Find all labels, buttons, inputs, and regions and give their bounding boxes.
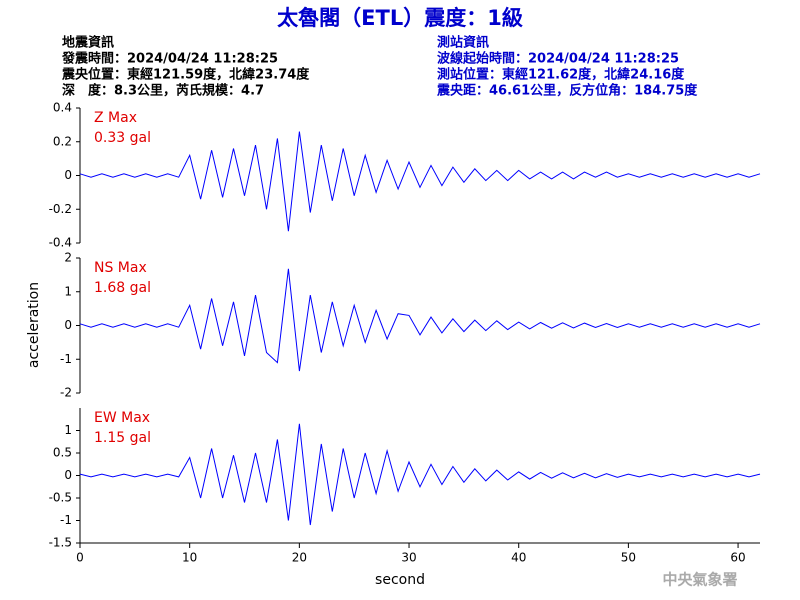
max-label: EW Max: [94, 410, 150, 426]
y-tick-label: 0: [64, 318, 72, 332]
info-right: 測站資訊: [437, 35, 489, 51]
y-tick-label: 0.2: [53, 134, 72, 148]
y-tick-label: 0: [64, 468, 72, 482]
y-tick-label: -1: [60, 352, 72, 366]
y-tick-label: 1: [64, 423, 72, 437]
waveform: [79, 423, 761, 526]
y-tick-label: -1.5: [49, 536, 72, 550]
watermark: 中央氣象署: [662, 571, 737, 589]
y-tick-label: 1: [64, 284, 72, 298]
info-left: 發震時間：2024/04/24 11:28:25: [61, 51, 278, 67]
info-right: 測站位置：東經121.62度，北緯24.16度: [437, 67, 685, 83]
y-axis-label: acceleration: [26, 282, 42, 368]
waveform: [79, 131, 761, 232]
y-tick-label: -1: [60, 513, 72, 527]
y-tick-label: -2: [60, 386, 72, 400]
y-tick-label: -0.5: [49, 491, 72, 505]
info-left: 地震資訊: [62, 35, 114, 51]
max-label: 1.68 gal: [94, 280, 151, 296]
x-axis-label: second: [375, 572, 425, 588]
waveform: [79, 268, 761, 372]
info-left: 深 度：8.3公里，芮氏規模：4.7: [62, 83, 264, 99]
max-label: 1.15 gal: [94, 430, 151, 446]
info-left: 震央位置：東經121.59度，北緯23.74度: [61, 67, 310, 83]
y-tick-label: -0.4: [49, 236, 72, 250]
info-right: 震央距：46.61公里，反方位角：184.75度: [436, 83, 698, 99]
x-tick-label: 10: [182, 551, 197, 565]
x-tick-label: 40: [511, 551, 526, 565]
y-tick-label: 2: [64, 251, 72, 265]
y-tick-label: 0.5: [53, 446, 72, 460]
y-tick-label: 0: [64, 168, 72, 182]
x-tick-label: 20: [292, 551, 307, 565]
x-tick-label: 0: [76, 551, 84, 565]
max-label: Z Max: [94, 110, 137, 126]
max-label: 0.33 gal: [94, 130, 151, 146]
x-tick-label: 60: [730, 551, 745, 565]
title: 太魯閣（ETL）震度：1級: [277, 6, 523, 30]
y-tick-label: -0.2: [49, 202, 72, 216]
info-right: 波線起始時間：2024/04/24 11:28:25: [437, 51, 679, 67]
y-tick-label: 0.4: [53, 101, 72, 115]
max-label: NS Max: [94, 260, 147, 276]
x-tick-label: 30: [401, 551, 416, 565]
x-tick-label: 50: [621, 551, 636, 565]
